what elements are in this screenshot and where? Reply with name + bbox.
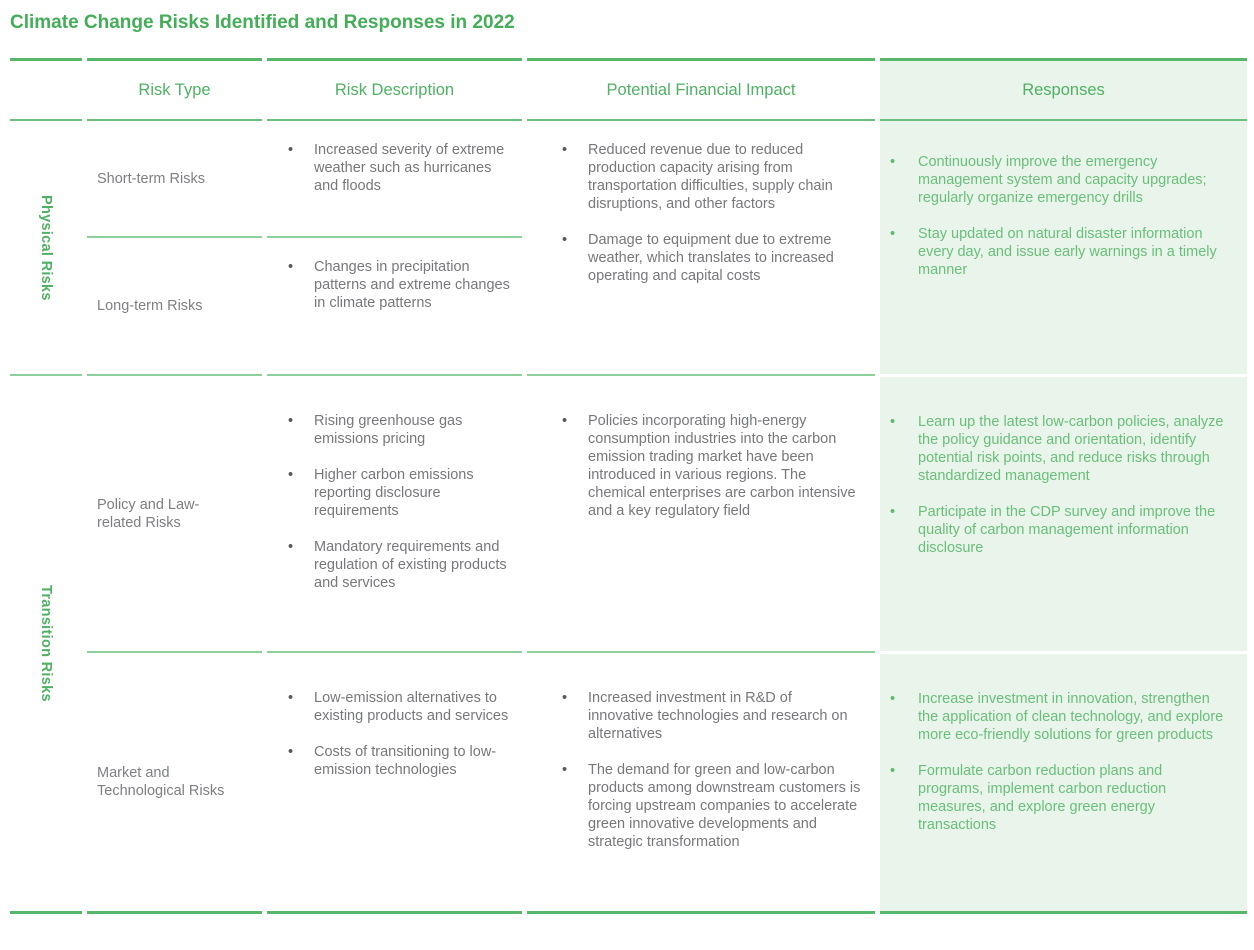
list-item: Formulate carbon reduction plans and pro…	[890, 762, 1229, 834]
report-page: Climate Change Risks Identified and Resp…	[0, 12, 1254, 950]
list-item: Participate in the CDP survey and improv…	[890, 503, 1229, 557]
section-label-transition-risks: Transition Risks	[10, 374, 82, 914]
bullet-list: Learn up the latest low-carbon policies,…	[890, 413, 1229, 557]
list-item: Increase investment in innovation, stren…	[890, 690, 1229, 744]
risk-type-short-term: Short-term Risks	[87, 121, 262, 238]
risk-type-label: Market and Technological Risks	[97, 765, 225, 799]
column-header-label: Risk Description	[334, 80, 455, 99]
column-header-label: Potential Financial Impact	[606, 80, 796, 99]
header-spacer-cell	[10, 58, 82, 121]
column-header-financial-impact: Potential Financial Impact	[527, 58, 875, 121]
risk-description-market-tech: Low-emission alternatives to existing pr…	[267, 651, 522, 914]
risk-type-label: Long-term Risks	[97, 298, 203, 314]
risk-description-short-term: Increased severity of extreme weather su…	[267, 121, 522, 238]
list-item: Continuously improve the emergency manag…	[890, 153, 1229, 207]
list-item: Policies incorporating high-energy consu…	[562, 412, 861, 520]
section-label-physical-risks: Physical Risks	[10, 121, 82, 374]
list-item: Increased severity of extreme weather su…	[288, 141, 512, 195]
column-header-label: Responses	[1022, 80, 1105, 99]
bullet-list: Increase investment in innovation, stren…	[890, 690, 1229, 834]
responses-policy-law: Learn up the latest low-carbon policies,…	[880, 374, 1247, 651]
risk-description-long-term: Changes in precipitation patterns and ex…	[267, 238, 522, 374]
column-header-responses: Responses	[880, 58, 1247, 121]
bullet-list: Low-emission alternatives to existing pr…	[288, 689, 512, 779]
financial-impact-market-tech: Increased investment in R&D of innovativ…	[527, 651, 875, 914]
responses-physical: Continuously improve the emergency manag…	[880, 121, 1247, 374]
table-title: Climate Change Risks Identified and Resp…	[10, 12, 515, 33]
column-header-risk-type: Risk Type	[87, 58, 262, 121]
financial-impact-policy-law: Policies incorporating high-energy consu…	[527, 374, 875, 651]
bullet-list: Changes in precipitation patterns and ex…	[288, 258, 512, 312]
list-item: Mandatory requirements and regulation of…	[288, 538, 512, 592]
list-item: Stay updated on natural disaster informa…	[890, 225, 1229, 279]
list-item: Increased investment in R&D of innovativ…	[562, 689, 861, 743]
list-item: Reduced revenue due to reduced productio…	[562, 141, 861, 213]
climate-risk-table: Risk Type Risk Description Potential Fin…	[10, 58, 1247, 914]
bullet-list: Rising greenhouse gas emissions pricing …	[288, 412, 512, 592]
bullet-list: Increased investment in R&D of innovativ…	[562, 689, 861, 851]
list-item: Higher carbon emissions reporting disclo…	[288, 466, 512, 520]
bullet-list: Continuously improve the emergency manag…	[890, 153, 1229, 279]
column-header-label: Risk Type	[138, 80, 211, 99]
bullet-list: Policies incorporating high-energy consu…	[562, 412, 861, 520]
list-item: Changes in precipitation patterns and ex…	[288, 258, 512, 312]
column-header-risk-description: Risk Description	[267, 58, 522, 121]
list-item: Learn up the latest low-carbon policies,…	[890, 413, 1229, 485]
risk-type-label: Short-term Risks	[97, 170, 205, 187]
bullet-list: Increased severity of extreme weather su…	[288, 141, 512, 195]
risk-type-policy-law: Policy and Law-related Risks	[87, 374, 262, 651]
list-item: Costs of transitioning to low-emission t…	[288, 743, 512, 779]
section-label-text: Transition Risks	[38, 585, 54, 702]
risk-type-market-tech: Market and Technological Risks	[87, 651, 262, 914]
list-item: The demand for green and low-carbon prod…	[562, 761, 861, 851]
section-label-text: Physical Risks	[38, 194, 54, 301]
risk-type-label: Policy and Law-related Risks	[97, 496, 200, 531]
responses-market-tech: Increase investment in innovation, stren…	[880, 651, 1247, 914]
list-item: Rising greenhouse gas emissions pricing	[288, 412, 512, 448]
list-item: Damage to equipment due to extreme weath…	[562, 231, 861, 285]
risk-description-policy-law: Rising greenhouse gas emissions pricing …	[267, 374, 522, 651]
risk-type-long-term: Long-term Risks	[87, 238, 262, 374]
bullet-list: Reduced revenue due to reduced productio…	[562, 141, 861, 285]
financial-impact-physical: Reduced revenue due to reduced productio…	[527, 121, 875, 374]
list-item: Low-emission alternatives to existing pr…	[288, 689, 512, 725]
